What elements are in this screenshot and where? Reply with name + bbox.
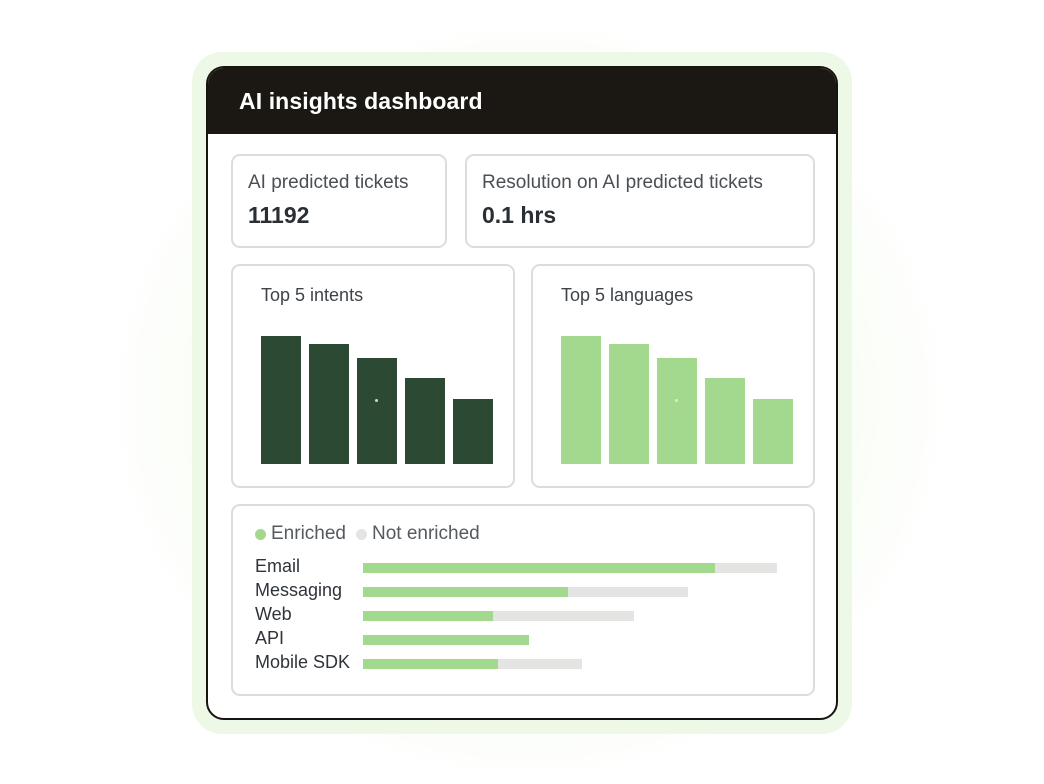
chart-title: Top 5 intents [261, 285, 364, 305]
bar [309, 344, 349, 464]
bar [405, 378, 445, 464]
not-enriched-bar [363, 587, 688, 597]
intents-bars [261, 336, 497, 464]
channel-label: API [255, 628, 285, 648]
channel-label: Email [255, 556, 301, 576]
enriched-bar [363, 563, 715, 573]
enriched-bar [363, 611, 493, 621]
channel-row: API [255, 628, 815, 652]
not-enriched-bar [363, 563, 777, 573]
bar [657, 358, 697, 464]
stat-label: Resolution on AI predicted tickets [482, 172, 763, 193]
not-enriched-bar [363, 611, 634, 621]
channel-row: Mobile SDK [255, 652, 815, 676]
dashboard-header: AI insights dashboard [208, 68, 836, 134]
not-enriched-bar [363, 635, 529, 645]
bar [561, 336, 601, 464]
dashboard-card: AI insights dashboard AI predicted ticke… [206, 66, 838, 720]
legend-swatch [255, 528, 266, 540]
chart-top-intents: Top 5 intents [231, 264, 515, 488]
languages-bars [561, 336, 797, 464]
not-enriched-bar [363, 659, 582, 669]
channel-label: Web [255, 604, 292, 624]
stat-card-resolution: Resolution on AI predicted tickets 0.1 h… [465, 154, 815, 248]
enriched-bar [363, 659, 498, 669]
legend-item: Enriched [255, 523, 346, 545]
bar [453, 399, 493, 464]
center-dot [375, 399, 378, 402]
enriched-bar [363, 635, 529, 645]
channel-enrichment-panel: Enriched Not enriched Email Messaging Web AP… [231, 504, 815, 696]
bar [357, 358, 397, 464]
channel-label: Messaging [255, 580, 343, 600]
stat-label: AI predicted tickets [248, 172, 409, 193]
legend-swatch [356, 528, 367, 540]
enrichment-legend: Enriched Not enriched [255, 523, 490, 545]
legend-item: Not enriched [356, 523, 480, 545]
channel-row: Web [255, 604, 815, 628]
enriched-bar [363, 587, 568, 597]
channel-label: Mobile SDK [255, 652, 351, 672]
chart-title: Top 5 languages [561, 285, 694, 305]
chart-top-languages: Top 5 languages [531, 264, 815, 488]
channel-row: Messaging [255, 580, 815, 604]
legend-label: Not enriched [372, 523, 480, 544]
center-dot [675, 399, 678, 402]
bar [753, 399, 793, 464]
stat-card-predicted-tickets: AI predicted tickets 11192 [231, 154, 447, 248]
channel-row: Email [255, 556, 815, 580]
stat-value: 11192 [248, 202, 310, 228]
legend-label: Enriched [271, 523, 346, 544]
stat-value: 0.1 hrs [482, 202, 557, 228]
dashboard-title: AI insights dashboard [239, 87, 483, 114]
bar [261, 336, 301, 464]
bar [609, 344, 649, 464]
bar [705, 378, 745, 464]
